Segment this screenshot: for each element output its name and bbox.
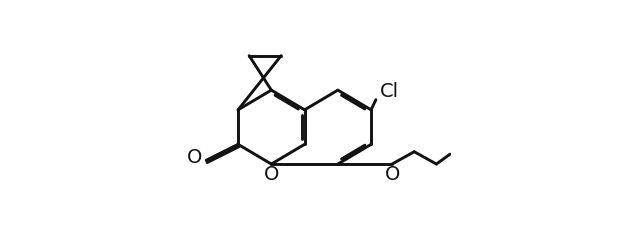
- Text: Cl: Cl: [380, 82, 399, 101]
- Text: O: O: [385, 165, 400, 184]
- Text: O: O: [188, 148, 203, 167]
- Text: O: O: [264, 165, 279, 184]
